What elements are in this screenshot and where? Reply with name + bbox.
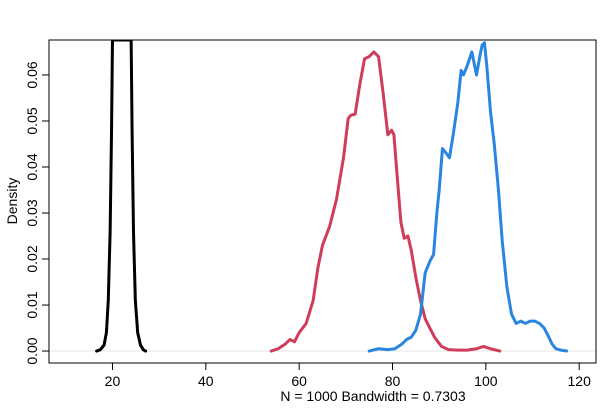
y-tick-label: 0.00 — [24, 337, 40, 364]
x-axis-label: N = 1000 Bandwidth = 0.7303 — [280, 388, 465, 404]
y-tick-label: 0.04 — [24, 153, 40, 180]
x-tick-label: 120 — [568, 373, 592, 389]
x-axis: 20 40 60 80 100 120 — [105, 362, 592, 389]
x-tick-label: 60 — [291, 373, 307, 389]
density-curve-3 — [367, 41, 569, 353]
x-tick-label: 80 — [385, 373, 401, 389]
x-tick-label: 40 — [198, 373, 214, 389]
y-axis-label: Density — [4, 178, 20, 225]
y-tick-label: 0.03 — [24, 199, 40, 226]
y-tick-label: 0.05 — [24, 107, 40, 134]
density-curve-2 — [269, 50, 502, 353]
series-layer — [95, 40, 569, 353]
x-tick-label: 20 — [105, 373, 121, 389]
y-tick-label: 0.02 — [24, 245, 40, 272]
y-tick-label: 0.06 — [24, 61, 40, 88]
x-tick-label: 100 — [474, 373, 498, 389]
density-curve-1 — [95, 40, 148, 353]
y-axis: 0.00 0.01 0.02 0.03 0.04 0.05 0.06 — [24, 61, 50, 365]
y-tick-label: 0.01 — [24, 291, 40, 318]
